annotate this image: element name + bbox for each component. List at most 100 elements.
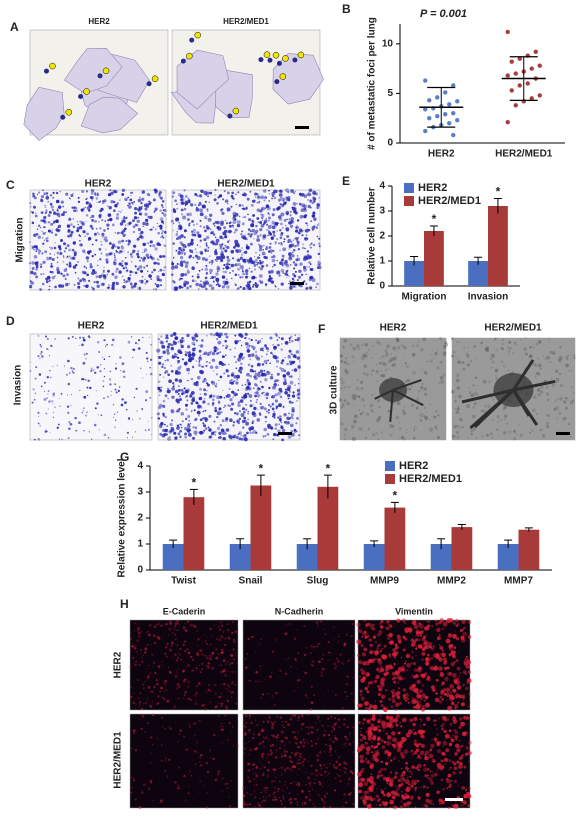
speck	[362, 735, 367, 740]
speck	[89, 216, 92, 219]
speck	[503, 431, 507, 435]
speck	[406, 769, 409, 772]
speck	[192, 256, 195, 259]
speck	[114, 367, 118, 370]
speck	[251, 228, 255, 233]
image-frame	[29, 333, 153, 441]
speck	[429, 403, 432, 405]
speck	[432, 350, 434, 352]
speck	[169, 436, 171, 438]
speck	[209, 643, 212, 646]
speck	[136, 653, 139, 655]
speck	[533, 343, 535, 345]
speck	[94, 407, 97, 410]
speck	[284, 781, 287, 783]
speck	[263, 736, 265, 739]
speck	[234, 263, 237, 267]
speck	[46, 337, 49, 340]
speck	[255, 339, 257, 342]
speck	[44, 206, 47, 209]
speck	[136, 623, 138, 625]
speck	[181, 337, 184, 340]
speck	[361, 670, 366, 676]
speck	[183, 282, 187, 286]
speck	[365, 751, 370, 755]
speck	[204, 417, 208, 421]
speck	[169, 727, 172, 730]
speck	[203, 284, 206, 288]
speck	[172, 385, 175, 388]
speck	[302, 738, 305, 741]
speck	[290, 413, 294, 417]
speck	[170, 419, 174, 422]
speck	[266, 432, 270, 436]
speck	[500, 346, 502, 348]
speck	[270, 270, 274, 274]
speck	[28, 262, 32, 265]
speck	[182, 669, 185, 672]
speck	[178, 379, 183, 383]
speck	[238, 410, 242, 413]
speck	[226, 628, 230, 631]
speck	[271, 721, 273, 724]
speck	[54, 338, 56, 340]
speck	[186, 428, 191, 433]
speck	[473, 344, 477, 349]
speck	[100, 252, 103, 255]
speck	[304, 796, 308, 799]
speck	[153, 634, 156, 637]
speck	[468, 693, 471, 695]
speck	[214, 434, 217, 436]
speck	[275, 715, 278, 718]
speck	[460, 629, 463, 632]
speck	[44, 335, 47, 338]
speck	[121, 239, 125, 243]
speck	[392, 346, 397, 351]
speck	[226, 783, 229, 785]
speck	[286, 786, 289, 789]
speck	[424, 416, 429, 420]
speck	[254, 805, 256, 808]
speck	[470, 433, 474, 436]
speck	[222, 198, 225, 201]
speck	[194, 418, 197, 422]
speck	[308, 188, 313, 193]
speck	[207, 662, 210, 665]
speck	[534, 375, 537, 378]
speck	[163, 213, 167, 217]
speck	[224, 782, 227, 785]
speck	[179, 277, 182, 280]
speck	[381, 355, 385, 358]
speck	[549, 361, 552, 364]
speck	[259, 228, 263, 232]
speck	[396, 806, 398, 809]
speck	[91, 255, 94, 258]
speck	[424, 387, 428, 391]
speck	[159, 340, 163, 344]
speck	[67, 437, 70, 439]
speck	[316, 718, 319, 721]
speck	[304, 230, 307, 233]
speck	[157, 225, 159, 227]
speck	[298, 202, 302, 206]
speck	[128, 221, 132, 225]
speck	[151, 417, 153, 419]
speck	[94, 371, 97, 374]
speck	[351, 428, 353, 430]
speck	[105, 259, 108, 261]
speck	[209, 255, 211, 257]
speck	[439, 360, 443, 364]
speck	[40, 266, 43, 268]
speck	[137, 631, 141, 635]
speck	[178, 388, 181, 392]
speck	[96, 195, 98, 197]
speck	[36, 228, 39, 230]
speck	[523, 347, 527, 351]
speck	[268, 714, 270, 716]
speck	[40, 198, 43, 201]
speck	[312, 276, 314, 278]
speck	[555, 381, 558, 384]
speck	[187, 242, 191, 247]
speck	[449, 722, 453, 726]
speck	[288, 390, 291, 393]
